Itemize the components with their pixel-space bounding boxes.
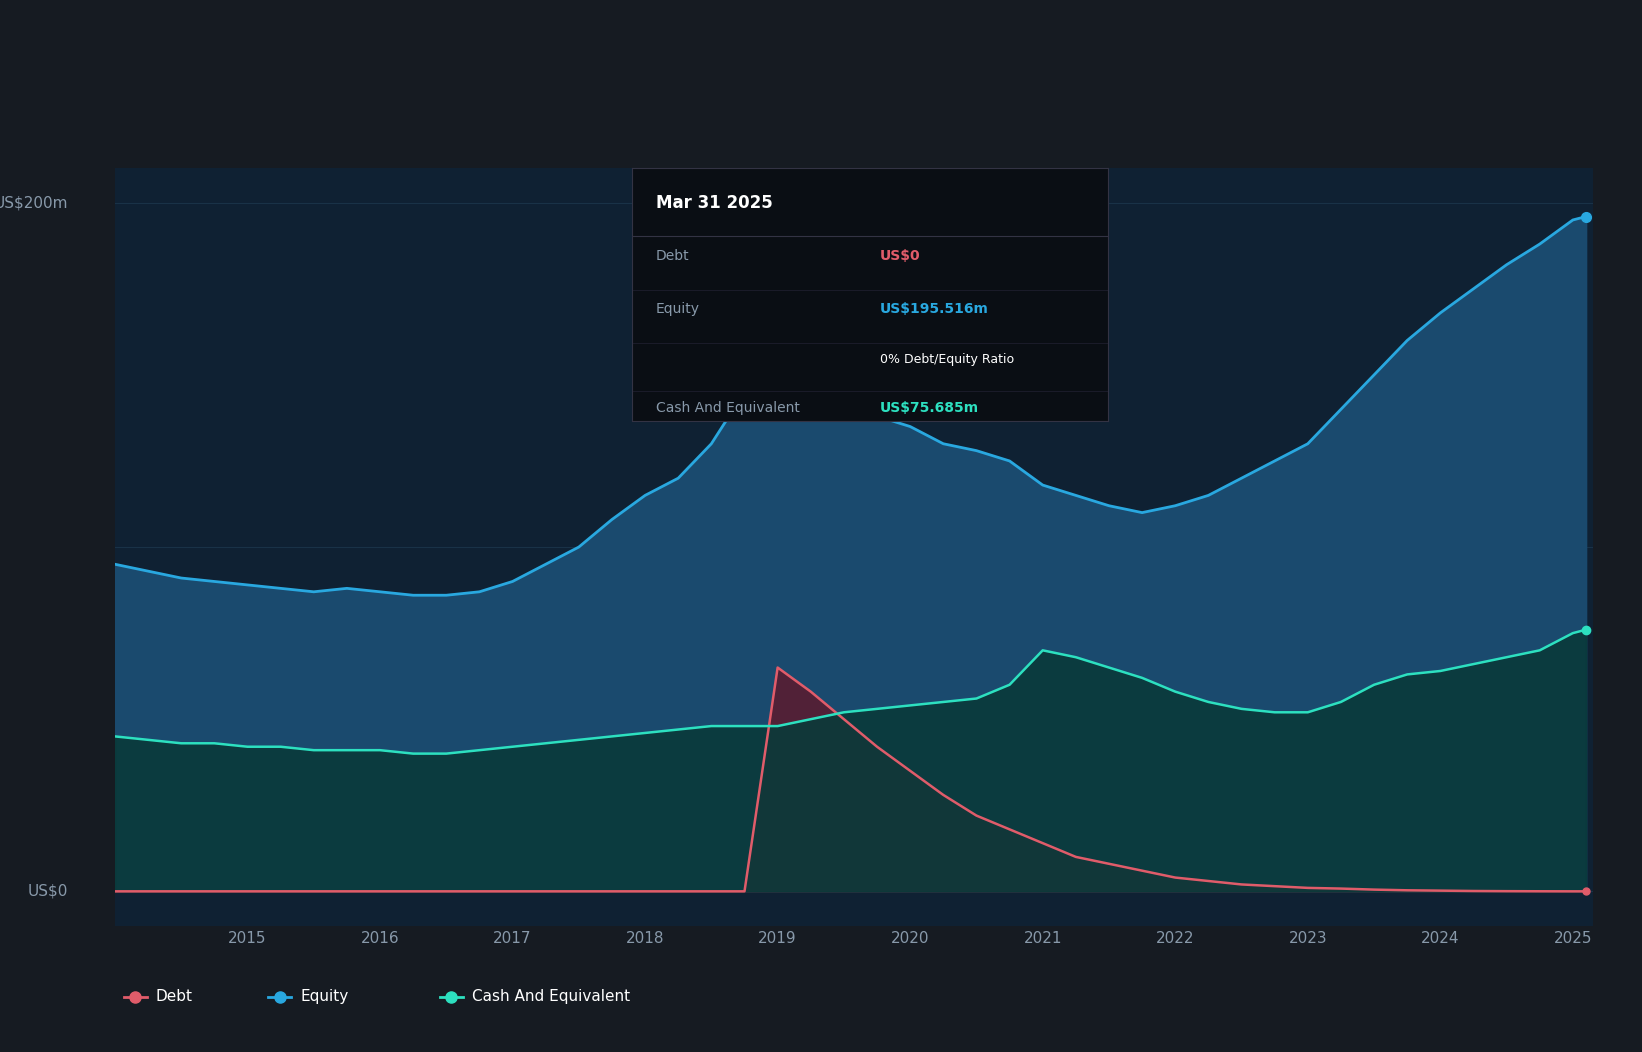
Text: 0% Debt/Equity Ratio: 0% Debt/Equity Ratio bbox=[880, 352, 1013, 366]
Text: US$0: US$0 bbox=[28, 884, 67, 898]
Text: Cash And Equivalent: Cash And Equivalent bbox=[471, 989, 631, 1005]
Text: US$75.685m: US$75.685m bbox=[880, 401, 979, 414]
Text: US$200m: US$200m bbox=[0, 196, 67, 210]
Text: Mar 31 2025: Mar 31 2025 bbox=[657, 194, 773, 211]
Text: Equity: Equity bbox=[657, 302, 699, 317]
Text: Debt: Debt bbox=[657, 249, 690, 263]
Text: Debt: Debt bbox=[156, 989, 192, 1005]
Text: US$0: US$0 bbox=[880, 249, 921, 263]
Text: Cash And Equivalent: Cash And Equivalent bbox=[657, 401, 800, 414]
Text: Equity: Equity bbox=[300, 989, 348, 1005]
Text: US$195.516m: US$195.516m bbox=[880, 302, 988, 317]
